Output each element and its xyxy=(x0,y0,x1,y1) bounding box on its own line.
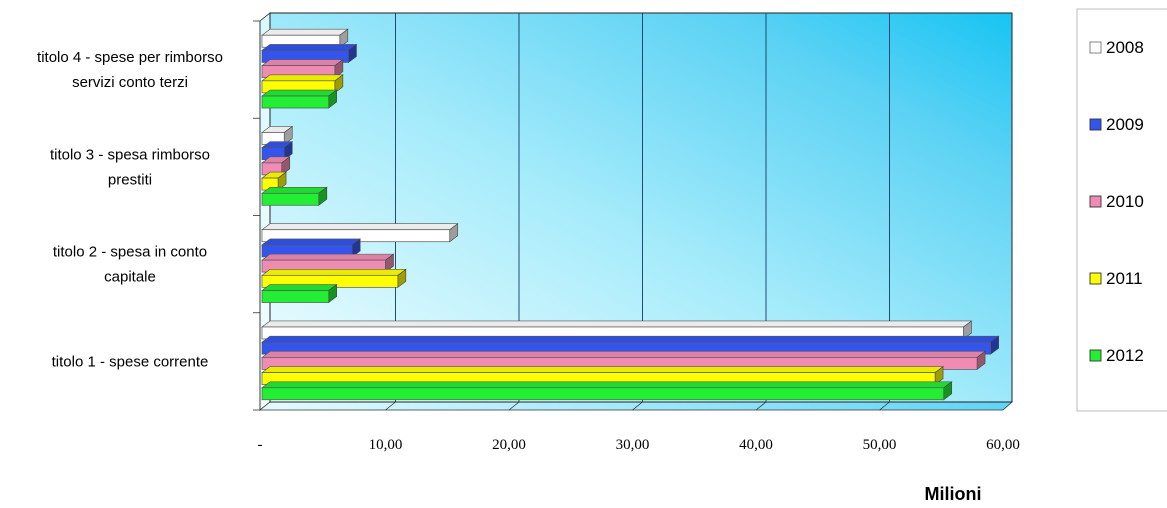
legend-swatch xyxy=(1089,41,1102,54)
x-tick-labels: - 10,00 20,00 30,00 40,00 50,00 60,00 xyxy=(258,437,1020,453)
plot-floor xyxy=(258,401,1014,411)
legend-item: 2011 xyxy=(1089,269,1143,288)
bars xyxy=(261,28,1000,401)
legend-label: 2008 xyxy=(1106,38,1144,57)
x-tick-label: 30,00 xyxy=(616,437,650,453)
bar-top xyxy=(261,381,953,389)
legend-swatch xyxy=(1089,349,1102,362)
legend-label: 2010 xyxy=(1106,192,1144,211)
category-label: titolo 4 - spese per rimborso servizi con… xyxy=(37,49,223,91)
legend-label: 2011 xyxy=(1106,269,1143,288)
category-label: titolo 1 - spese corrente xyxy=(52,353,209,370)
bar-front xyxy=(261,290,330,303)
bar-top xyxy=(261,351,986,358)
category-label: titolo 3 - spesa rimborso prestiti xyxy=(50,146,210,188)
bar-top xyxy=(261,186,328,194)
x-tick-label: 40,00 xyxy=(739,437,773,453)
bar xyxy=(261,89,338,109)
legend-swatch xyxy=(1089,118,1102,131)
bar-top xyxy=(261,238,362,246)
x-tick-label: 20,00 xyxy=(492,437,526,453)
legend-swatch xyxy=(1089,272,1102,285)
bar-top xyxy=(261,253,395,261)
bar xyxy=(261,74,344,94)
bar-top xyxy=(261,59,344,66)
x-tick-label: - xyxy=(258,437,263,453)
gridline-floor xyxy=(755,401,767,411)
bar-top xyxy=(261,74,344,82)
legend-item: 2008 xyxy=(1089,38,1144,57)
axis-ticks xyxy=(253,20,261,411)
x-tick-label: 50,00 xyxy=(863,437,897,453)
bar-top xyxy=(261,223,459,231)
legend-item: 2009 xyxy=(1089,115,1144,134)
category-labels: titolo 1 - spese corrente titolo 2 - spes… xyxy=(37,49,223,370)
legend-swatch xyxy=(1089,195,1102,208)
legend-item: 2010 xyxy=(1089,192,1144,211)
bar-top xyxy=(261,335,1000,343)
x-tick-label: 10,00 xyxy=(369,437,403,453)
bar-front xyxy=(261,192,320,206)
x-axis-title: Milioni xyxy=(925,484,982,504)
bar-top xyxy=(261,284,338,291)
gridline-floor xyxy=(879,401,890,411)
legend-label: 2012 xyxy=(1106,346,1144,365)
bar xyxy=(261,186,328,206)
bar-top xyxy=(261,269,407,276)
bar-top xyxy=(261,44,358,51)
legend-item: 2012 xyxy=(1089,346,1144,365)
bar-front xyxy=(261,95,330,109)
legend-label: 2009 xyxy=(1106,115,1144,134)
gridline-floor xyxy=(508,401,520,411)
bar-top xyxy=(261,320,973,328)
category-label: titolo 2 - spesa in conto capitale xyxy=(53,244,207,286)
x-tick-label: 60,00 xyxy=(986,437,1020,453)
bar-front xyxy=(261,387,945,401)
gridline-floor xyxy=(385,401,396,411)
gridline-floor xyxy=(632,401,643,411)
legend-box xyxy=(1076,8,1167,412)
bar xyxy=(261,381,953,401)
bar xyxy=(261,171,287,191)
bar-top xyxy=(261,366,944,373)
legend: 2008 2009 2010 2011 2012 xyxy=(1089,38,1144,365)
bar-top xyxy=(261,89,338,97)
bar xyxy=(261,283,338,304)
bar-top xyxy=(261,28,349,36)
